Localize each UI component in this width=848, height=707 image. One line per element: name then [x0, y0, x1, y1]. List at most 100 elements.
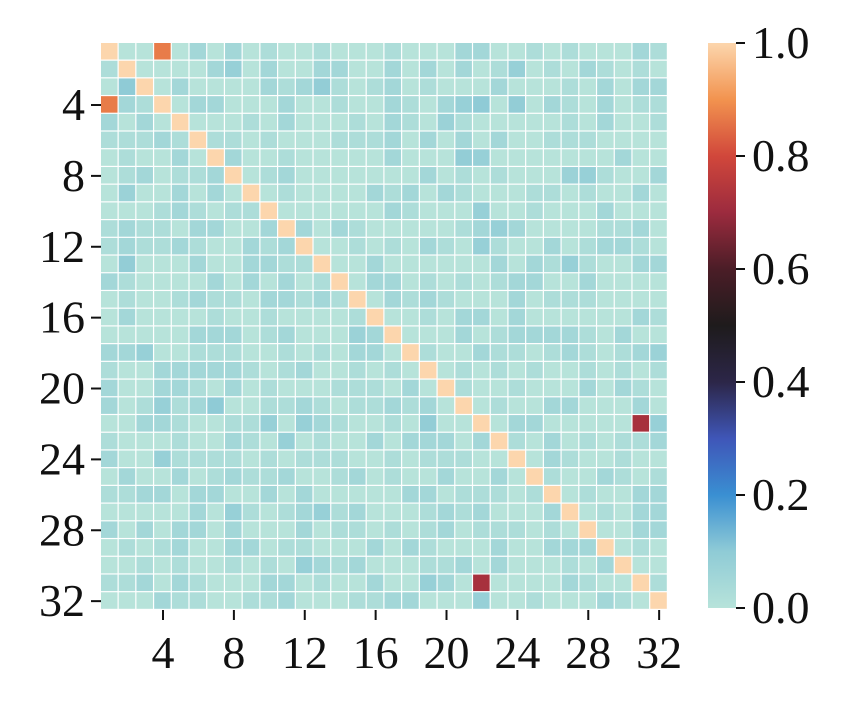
heatmap-cell — [455, 397, 472, 414]
heatmap-cell — [455, 149, 472, 166]
heatmap-cell — [384, 131, 402, 149]
heatmap-cell — [331, 202, 348, 219]
heatmap-cell — [632, 202, 650, 219]
heatmap-cell — [331, 574, 348, 592]
heatmap-cell — [597, 220, 614, 237]
heatmap-cell — [366, 96, 384, 113]
heatmap-cell — [331, 96, 348, 113]
heatmap-cell — [508, 397, 526, 414]
heatmap-cell — [295, 113, 313, 131]
heatmap-cell — [508, 450, 526, 468]
heatmap-cell — [136, 344, 153, 361]
heatmap-cell — [331, 326, 348, 344]
heatmap-cell — [278, 273, 295, 290]
heatmap-cell — [331, 415, 348, 432]
heatmap-cell — [650, 468, 667, 485]
heatmap-cell — [597, 291, 614, 308]
heatmap-cell — [189, 167, 207, 184]
heatmap-cell — [207, 60, 224, 78]
heatmap-cell — [579, 96, 596, 113]
heatmap-cell — [473, 397, 490, 414]
heatmap-cell — [349, 539, 366, 556]
heatmap-cell — [366, 415, 384, 432]
heatmap-cell — [419, 326, 437, 344]
heatmap-cell — [508, 60, 526, 78]
heatmap-cell — [295, 291, 313, 308]
heatmap-cell — [118, 43, 136, 60]
heatmap-cell — [455, 415, 472, 432]
x-tick-label: 28 — [565, 627, 611, 678]
heatmap-cell — [260, 503, 277, 521]
heatmap-cell — [579, 485, 596, 503]
heatmap-cell — [632, 43, 650, 60]
heatmap-cell — [384, 113, 402, 131]
heatmap-cell — [242, 344, 260, 361]
heatmap-cell — [579, 149, 596, 166]
heatmap-cell — [295, 592, 313, 609]
heatmap-cell — [384, 415, 402, 432]
heatmap-cell — [508, 237, 526, 255]
heatmap-cell — [597, 539, 614, 556]
heatmap-cell — [171, 291, 189, 308]
heatmap-cell — [331, 167, 348, 184]
heatmap-cell — [632, 521, 650, 538]
heatmap-cell — [508, 574, 526, 592]
heatmap-cell — [171, 415, 189, 432]
heatmap-cell — [473, 220, 490, 237]
heatmap-cell — [136, 43, 153, 60]
heatmap-cell — [614, 397, 632, 414]
heatmap-cell — [260, 131, 277, 149]
heatmap-cell — [278, 344, 295, 361]
heatmap-cell — [349, 326, 366, 344]
heatmap-cell — [419, 556, 437, 574]
heatmap-cell — [331, 131, 348, 149]
heatmap-cell — [650, 432, 667, 450]
heatmap-cell — [207, 96, 224, 113]
heatmap-cell — [437, 43, 455, 60]
heatmap-cell — [650, 415, 667, 432]
heatmap-cell — [154, 326, 171, 344]
heatmap-cell — [118, 539, 136, 556]
heatmap-cell — [207, 521, 224, 538]
heatmap-cell — [473, 308, 490, 326]
heatmap-cell — [207, 255, 224, 273]
heatmap-cell — [650, 592, 667, 609]
heatmap-cell — [508, 149, 526, 166]
heatmap-cell — [242, 361, 260, 379]
heatmap-cell — [189, 592, 207, 609]
heatmap-cell — [402, 78, 419, 95]
heatmap-cell — [632, 592, 650, 609]
heatmap-cell — [490, 202, 508, 219]
heatmap-cell — [579, 113, 596, 131]
heatmap-cell — [384, 149, 402, 166]
heatmap-cell — [136, 113, 153, 131]
heatmap-cell — [579, 220, 596, 237]
heatmap-cell — [295, 184, 313, 202]
heatmap-cell — [508, 202, 526, 219]
heatmap-cell — [632, 432, 650, 450]
heatmap-cell — [207, 361, 224, 379]
heatmap-cell — [579, 468, 596, 485]
heatmap-cell — [101, 397, 118, 414]
heatmap-cell — [579, 78, 596, 95]
heatmap-cell — [543, 78, 561, 95]
heatmap-cell — [384, 167, 402, 184]
heatmap-cell — [260, 574, 277, 592]
heatmap-cell — [419, 220, 437, 237]
heatmap-cell — [437, 326, 455, 344]
heatmap-cell — [561, 167, 579, 184]
heatmap-cell — [597, 167, 614, 184]
heatmap-cell — [650, 131, 667, 149]
heatmap-cell — [349, 592, 366, 609]
heatmap-cell — [597, 521, 614, 538]
heatmap-cell — [260, 344, 277, 361]
heatmap-cell — [225, 415, 242, 432]
heatmap-cell — [118, 291, 136, 308]
heatmap-cell — [207, 326, 224, 344]
heatmap-cell — [597, 113, 614, 131]
heatmap-cell — [366, 503, 384, 521]
heatmap-cell — [118, 397, 136, 414]
heatmap-cell — [473, 131, 490, 149]
heatmap-cell — [260, 485, 277, 503]
heatmap-cell — [384, 326, 402, 344]
